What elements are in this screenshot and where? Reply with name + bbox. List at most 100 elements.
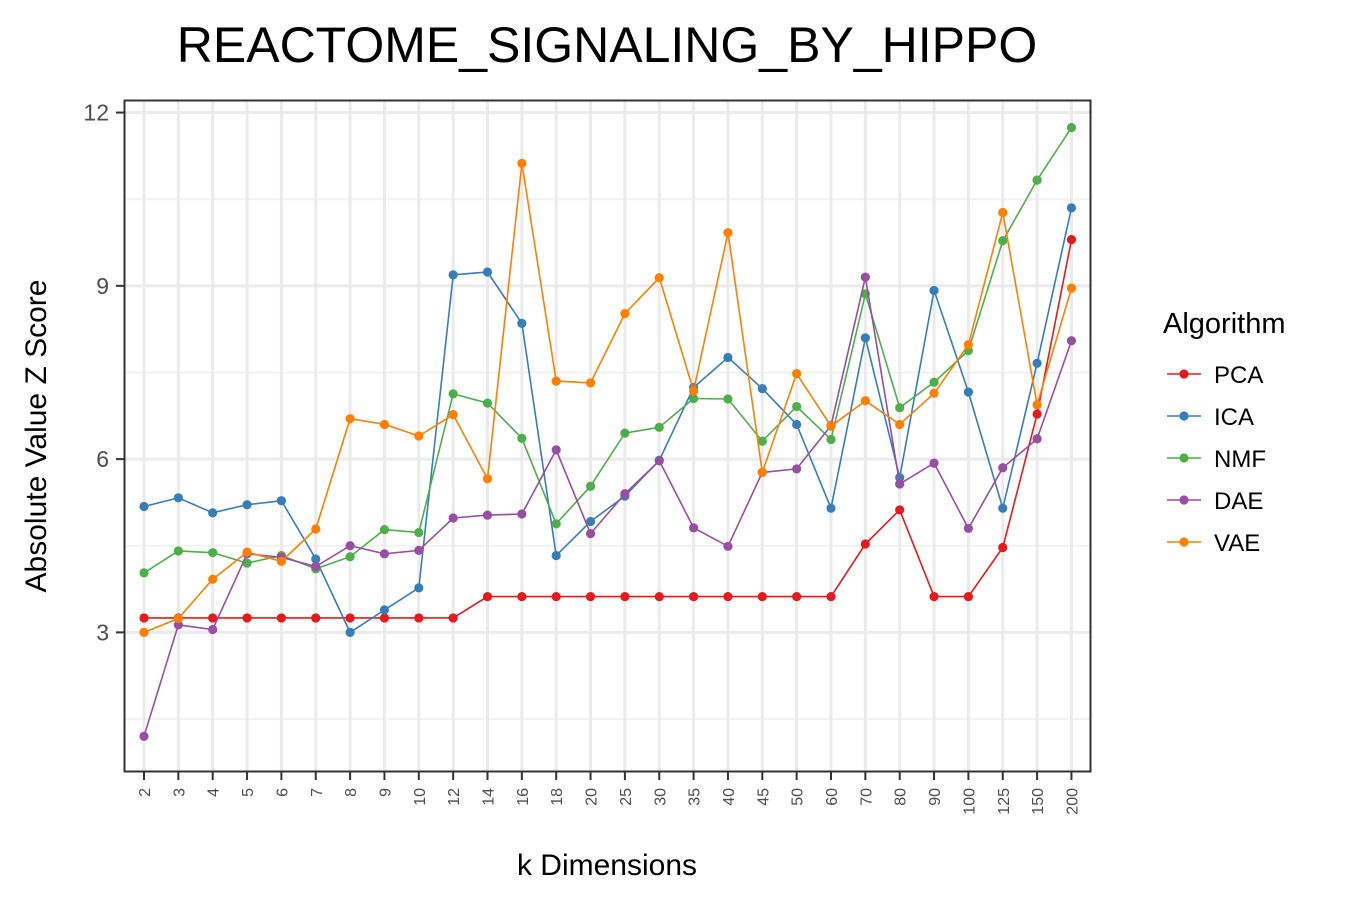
data-point-dae	[929, 458, 939, 468]
data-point-vae	[173, 613, 183, 624]
data-point-nmf	[792, 401, 802, 412]
data-point-ica	[173, 493, 183, 503]
y-axis: 3 6 9 12	[83, 100, 125, 645]
data-point-ica	[1032, 358, 1042, 368]
x-tick-label: 70	[858, 788, 875, 806]
data-point-pca	[654, 591, 664, 602]
legend-point-vae	[1179, 537, 1189, 547]
legend-point-nmf	[1179, 453, 1189, 463]
series-line-dae	[143, 277, 1073, 737]
data-point-vae	[585, 378, 596, 388]
legend-label-vae: VAE	[1214, 530, 1260, 557]
x-tick-label: 9	[377, 788, 394, 797]
data-point-pca	[963, 591, 974, 602]
data-point-pca	[517, 591, 527, 602]
x-tick-label: 90	[927, 788, 944, 806]
data-point-pca	[208, 613, 218, 623]
data-point-dae	[173, 620, 183, 630]
data-point-ica	[998, 503, 1008, 513]
data-point-pca	[689, 591, 699, 602]
data-point-pca	[448, 613, 458, 623]
data-point-ica	[482, 267, 493, 277]
x-tick-label: 7	[309, 788, 326, 797]
data-point-vae	[689, 386, 699, 396]
data-point-dae	[895, 479, 905, 489]
legend-item-vae: VAE	[1167, 530, 1260, 557]
data-point-pca	[929, 591, 939, 602]
x-tick-label: 80	[893, 788, 910, 806]
data-point-ica	[929, 285, 939, 296]
data-point-nmf	[414, 527, 424, 538]
x-tick-label: 45	[755, 788, 772, 806]
data-point-ica	[208, 508, 218, 518]
data-point-dae	[689, 523, 699, 533]
data-point-nmf	[723, 394, 733, 404]
data-point-vae	[517, 158, 527, 168]
y-tick-label: 6	[96, 446, 109, 472]
data-point-vae	[792, 369, 802, 379]
data-point-vae	[414, 431, 424, 441]
data-point-dae	[723, 541, 733, 551]
data-point-vae	[929, 388, 939, 398]
data-point-dae	[792, 464, 802, 474]
data-point-pca	[482, 591, 493, 602]
x-tick-label: 35	[687, 788, 704, 806]
data-point-dae	[379, 549, 390, 559]
data-point-nmf	[345, 552, 355, 562]
series-line-vae	[143, 163, 1073, 634]
data-point-nmf	[1066, 122, 1077, 133]
x-tick-label: 18	[549, 788, 566, 806]
x-tick-label: 5	[240, 788, 257, 797]
data-point-vae	[345, 414, 355, 424]
x-tick-label: 12	[446, 788, 463, 806]
x-tick-label: 100	[961, 788, 978, 815]
data-point-ica	[551, 550, 561, 561]
data-point-vae	[757, 467, 767, 477]
x-tick-label: 150	[1030, 788, 1047, 815]
data-point-nmf	[585, 481, 596, 491]
x-axis: 2 3 4 5 6 7 8 9 10 12 14 16 18 20 25 30 35 40 45 50 60 70 80 90…	[137, 771, 1081, 815]
data-point-nmf	[1032, 175, 1042, 185]
x-tick-label: 16	[515, 788, 532, 806]
data-point-nmf	[173, 546, 183, 556]
data-point-pca	[551, 591, 561, 602]
series-line-ica	[143, 207, 1073, 634]
data-point-dae	[585, 529, 596, 539]
legend-items: PCA ICA NMF DAE VAE	[1167, 362, 1266, 557]
data-point-dae	[620, 489, 630, 499]
data-point-ica	[963, 387, 974, 397]
data-point-dae	[482, 510, 493, 520]
data-point-pca	[620, 591, 630, 602]
data-point-pca	[276, 613, 286, 623]
series-line-nmf	[143, 127, 1073, 574]
data-point-pca	[1066, 235, 1077, 245]
data-point-vae	[1032, 400, 1042, 410]
x-tick-label: 60	[824, 788, 841, 806]
data-point-dae	[345, 541, 355, 551]
legend-item-nmf: NMF	[1167, 446, 1266, 473]
data-point-vae	[654, 273, 664, 283]
x-tick-label: 125	[996, 788, 1013, 815]
data-point-nmf	[482, 398, 493, 408]
series-vae	[139, 158, 1077, 637]
chart-title: REACTOME_SIGNALING_BY_HIPPO	[177, 17, 1037, 73]
y-axis-title: Absolute Value Z Score	[20, 280, 53, 593]
data-point-vae	[208, 574, 218, 584]
data-point-ica	[757, 384, 767, 394]
x-tick-label: 14	[481, 788, 498, 806]
data-point-vae	[448, 410, 458, 420]
legend-label-dae: DAE	[1214, 488, 1263, 515]
x-tick-label: 4	[206, 788, 223, 797]
data-point-nmf	[517, 433, 527, 443]
legend-label-pca: PCA	[1214, 362, 1263, 389]
x-tick-label: 3	[171, 788, 188, 797]
x-tick-label: 10	[412, 788, 429, 806]
data-point-pca	[1032, 409, 1042, 419]
data-point-ica	[585, 516, 596, 527]
data-point-pca	[723, 591, 733, 602]
data-point-ica	[517, 318, 527, 328]
data-point-nmf	[139, 568, 149, 578]
x-tick-label: 50	[790, 788, 807, 806]
